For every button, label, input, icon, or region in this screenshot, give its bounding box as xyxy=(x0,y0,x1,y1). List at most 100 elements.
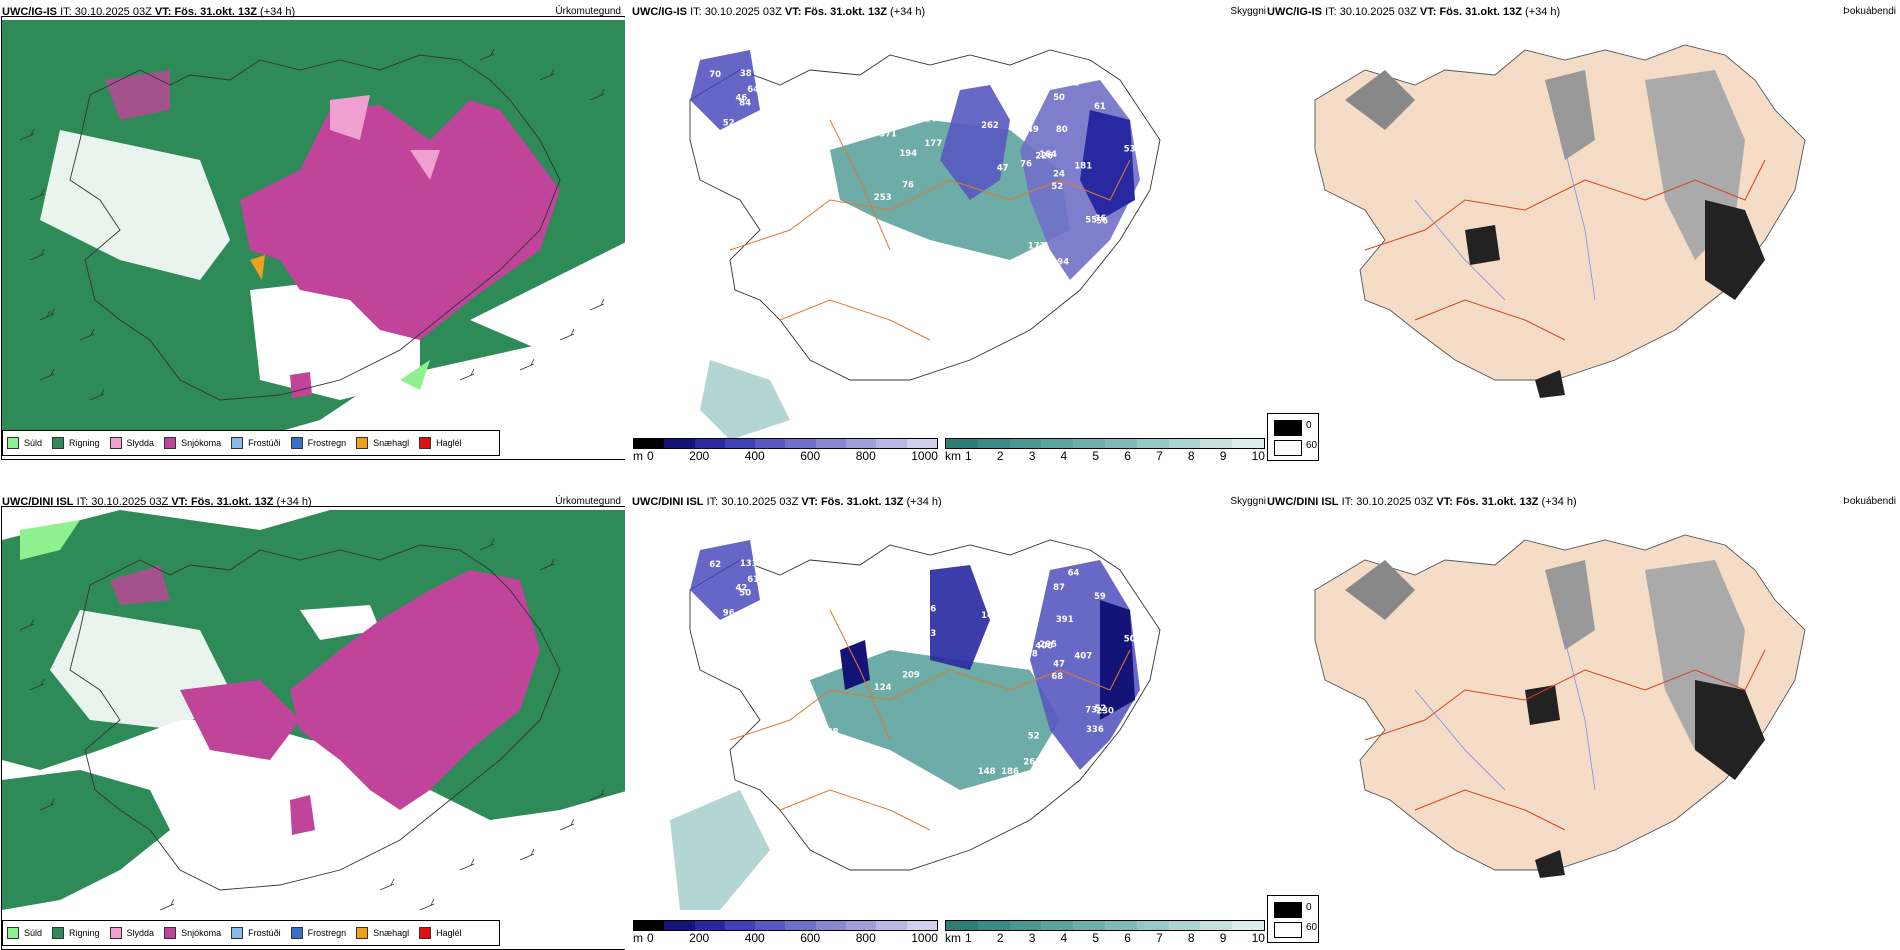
colorbar-tick-label: 1 xyxy=(965,449,972,463)
colorbar-segment xyxy=(1200,439,1233,448)
colorbar-tick-label: 200 xyxy=(689,931,710,945)
visibility-value-label: 50 xyxy=(1124,635,1136,645)
visibility-value-label: 70 xyxy=(709,70,721,80)
source-label: UWC/IG-IS xyxy=(1267,6,1322,18)
visibility-value-labels: 50 62 42 82 61 96 101 133 56 209 62 148 216 149 124 83 5… xyxy=(706,545,1135,786)
visibility-value-label: 38 xyxy=(740,69,752,79)
vt-label: VT: xyxy=(1436,496,1453,508)
colorbar-tick-label: 1000 xyxy=(911,931,938,945)
visibility-km-colorbar: 1 2 3 4 5 6 7 8 9 10 km xyxy=(945,920,1265,945)
visibility-value-label: 56 xyxy=(924,605,936,615)
visibility-value-label: 57 xyxy=(1110,776,1122,786)
visibility-value-label: 407 xyxy=(1074,651,1092,661)
fog-panel-bottom: UWC/DINI ISL IT: 30.10.2025 03Z VT: Fös.… xyxy=(1265,490,1900,950)
legend-swatch xyxy=(419,437,432,449)
visibility-value-label: 61 xyxy=(1120,752,1132,762)
colorbar-segment xyxy=(664,921,695,930)
legend-swatch xyxy=(7,437,19,449)
colorbar-tick-label: 0 xyxy=(647,931,654,945)
unit-label: m xyxy=(633,449,643,463)
colorbar-tick-label: 600 xyxy=(800,449,821,463)
fog-label-high: 60 xyxy=(1306,440,1318,451)
colorbar-tick-label: 400 xyxy=(744,449,765,463)
visibility-value-label: 164 xyxy=(1039,150,1057,160)
visibility-value-label: 68 xyxy=(1051,672,1063,682)
colorbar-ticks: 0 200 400 600 800 1000 xyxy=(633,449,938,463)
visibility-value-label: 93 xyxy=(753,55,765,65)
panel-title: Skyggni xyxy=(1230,6,1266,17)
visibility-value-label: 47 xyxy=(997,164,1009,174)
colorbar-segment xyxy=(1009,921,1042,930)
visibility-value-label: 175 xyxy=(1110,286,1128,296)
legend-swatch xyxy=(52,927,65,939)
colorbar-strip xyxy=(945,920,1265,931)
legend-label: Slydda xyxy=(126,438,155,448)
it-label: IT: xyxy=(690,6,702,18)
visibility-panel-top: UWC/IG-IS IT: 30.10.2025 03Z VT: Fös. 31… xyxy=(630,0,1270,460)
fog-swatch-low xyxy=(1274,420,1302,436)
visibility-value-label: 256 xyxy=(824,280,842,290)
visibility-value-label: 41 xyxy=(1027,773,1039,783)
visibility-value-label: 570 xyxy=(1009,612,1027,622)
panel-title: Úrkomutegund xyxy=(555,6,621,17)
visibility-value-label: 61 xyxy=(1094,102,1106,112)
colorbar-segment xyxy=(846,439,877,448)
visibility-value-label: 14 xyxy=(924,115,936,125)
colorbar-segment xyxy=(755,921,786,930)
vt-value: Fös. 31.okt. 13Z xyxy=(1455,496,1539,508)
colorbar-tick-label: 1000 xyxy=(911,449,938,463)
fog-map xyxy=(1314,534,1806,878)
vt-label: VT: xyxy=(171,496,188,508)
colorbar-segment xyxy=(1168,921,1201,930)
vt-value: Fös. 31.okt. 13Z xyxy=(804,6,887,18)
colorbar-segment xyxy=(1104,439,1137,448)
vt-label: VT: xyxy=(801,496,818,508)
visibility-value-label: 161 xyxy=(899,639,917,649)
visibility-value-label: 391 xyxy=(1056,615,1074,625)
fog-swatch-high xyxy=(1274,440,1302,456)
colorbar-segment xyxy=(1009,439,1042,448)
legend-item: Rigning xyxy=(52,927,100,939)
visibility-value-label: 64 xyxy=(1068,568,1080,578)
it-label: IT: xyxy=(1325,6,1337,18)
visibility-value-label: 61 xyxy=(747,575,759,585)
colorbar-segment xyxy=(846,921,877,930)
colorbar-segment xyxy=(1041,921,1074,930)
visibility-map: 8470463864529338147618820275026225317725… xyxy=(689,49,1161,440)
vt-label: VT: xyxy=(1419,6,1437,18)
vt-value: Fös. 31.okt. 13Z xyxy=(1439,6,1522,18)
legend-label: Frostúði xyxy=(248,928,281,938)
visibility-value-label: 76 xyxy=(1020,160,1032,170)
visibility-value-label: 173 xyxy=(1028,242,1046,252)
legend-label: Slydda xyxy=(126,928,155,938)
visibility-value-label: 49 xyxy=(1027,125,1039,135)
colorbar-segment xyxy=(634,439,665,448)
legend-item: Snjókoma xyxy=(164,437,221,449)
legend-swatch xyxy=(356,927,369,939)
visibility-value-label: 186 xyxy=(1001,767,1019,777)
fog-legend: 0 60 xyxy=(1267,413,1319,461)
source-label: UWC/DINI ISL xyxy=(1267,496,1339,508)
colorbar-tick-label: 200 xyxy=(689,449,710,463)
lead-time: (+34 h) xyxy=(1525,6,1561,18)
visibility-value-label: 101 xyxy=(753,545,771,555)
visibility-value-label: 74 xyxy=(997,654,1009,664)
colorbar-segment xyxy=(724,921,756,930)
source-label: UWC/IG-IS xyxy=(2,6,57,18)
fog-swatch-high xyxy=(1274,922,1302,938)
visibility-value-label: 56 xyxy=(1096,217,1108,227)
unit-label: m xyxy=(633,931,643,945)
colorbar-segment xyxy=(1136,439,1169,448)
legend-label: Frostúði xyxy=(248,438,281,448)
legend-item: Frostregn xyxy=(290,927,346,939)
it-value: 30.10.2025 03Z xyxy=(721,496,799,508)
colorbar-segment xyxy=(1168,439,1201,448)
visibility-value-label: 398 xyxy=(1020,650,1038,660)
colorbar-tick-label: 9 xyxy=(1219,931,1227,945)
precip-legend: Súld Rigning Slydda Snjókoma Frostúði Fr… xyxy=(2,920,500,946)
visibility-value-label: 202 xyxy=(978,277,996,287)
visibility-value-label: 87 xyxy=(1053,583,1065,593)
lead-time: (+34 h) xyxy=(890,6,926,18)
colorbar-tick-label: 8 xyxy=(1187,931,1195,945)
it-label: IT: xyxy=(76,496,89,508)
